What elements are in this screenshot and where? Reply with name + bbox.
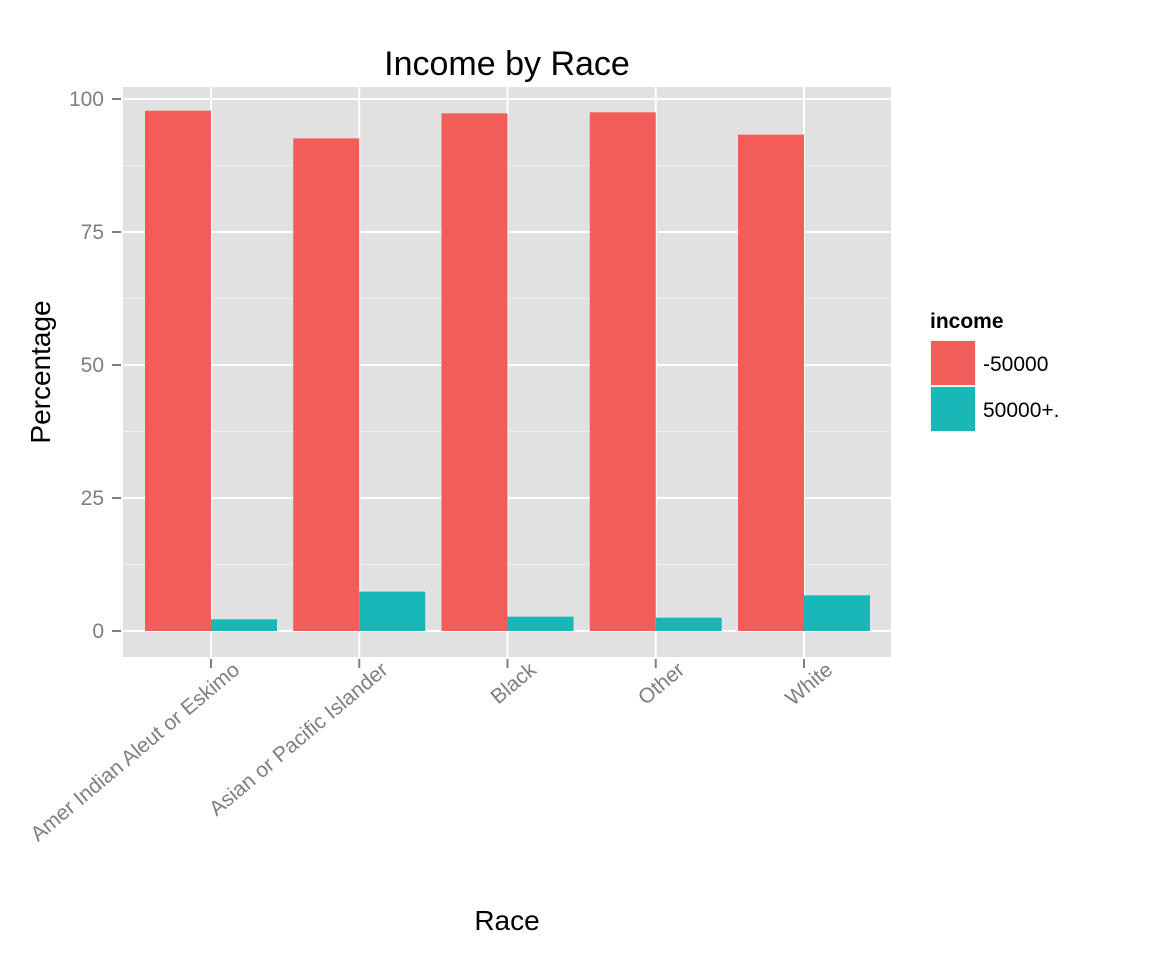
bars bbox=[145, 110, 870, 632]
legend-key bbox=[931, 341, 975, 385]
bar bbox=[507, 616, 574, 631]
bar bbox=[655, 617, 722, 631]
y-axis: 0 25 50 75 100 bbox=[69, 88, 121, 643]
x-tick-label: Other bbox=[634, 658, 689, 709]
legend: income -50000 50000+. bbox=[930, 310, 1060, 432]
chart-title: Income by Race bbox=[384, 45, 630, 83]
y-tick-label: 50 bbox=[81, 354, 104, 377]
y-axis-title: Percentage bbox=[25, 300, 56, 443]
bar bbox=[293, 138, 360, 632]
bar bbox=[145, 110, 211, 632]
bar bbox=[589, 112, 656, 632]
x-axis-title: Race bbox=[474, 905, 539, 936]
legend-title: income bbox=[930, 310, 1004, 333]
legend-key bbox=[931, 387, 975, 431]
legend-label: 50000+. bbox=[983, 399, 1060, 422]
x-tick-label: Black bbox=[487, 658, 542, 709]
x-tick-label: Amer Indian Aleut or Eskimo bbox=[26, 658, 244, 846]
bar bbox=[738, 134, 804, 632]
y-tick-label: 0 bbox=[92, 620, 104, 643]
bar bbox=[441, 113, 508, 631]
bar bbox=[804, 595, 870, 631]
y-tick-label: 75 bbox=[81, 221, 104, 244]
x-tick-label: White bbox=[781, 658, 837, 710]
bar bbox=[211, 619, 277, 631]
y-tick-label: 100 bbox=[69, 88, 104, 111]
legend-label: -50000 bbox=[983, 353, 1048, 376]
bar bbox=[359, 591, 426, 631]
y-tick-label: 25 bbox=[81, 487, 104, 510]
